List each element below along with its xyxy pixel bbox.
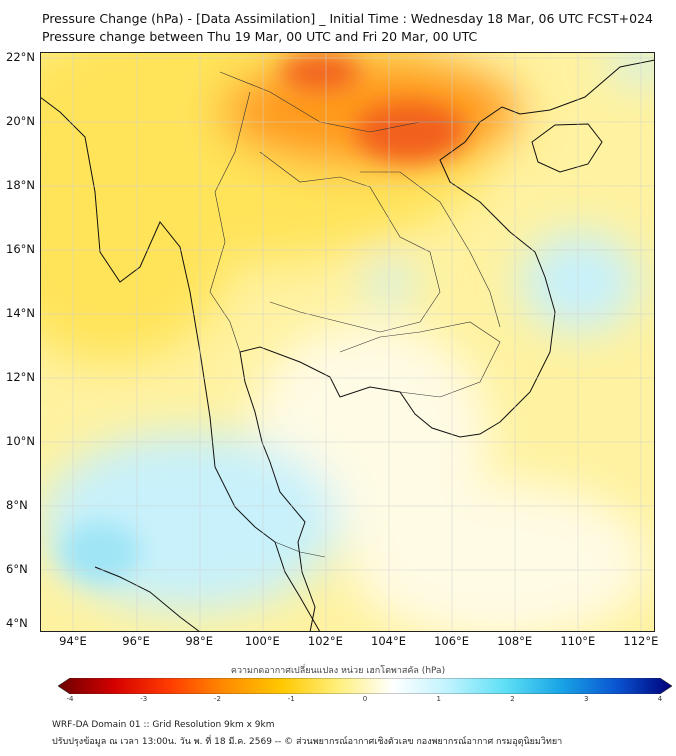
lon-label: 96°E [122,634,150,648]
deep-orange-core [355,102,465,162]
border-myanmar-thai [209,91,251,353]
lat-label: 12°N [6,370,35,384]
colorbar-tick-label: -4 [66,695,74,703]
colorbar [58,678,672,694]
border-thai-malaysia [274,541,326,558]
lon-label: 108°E [497,634,533,648]
colorbar-tick-label: 2 [510,695,515,703]
border-laos-vietnam [360,171,501,328]
lat-label: 8°N [6,498,28,512]
colorbar-strip [58,678,672,694]
colorbar-tick-label: -1 [287,695,295,703]
colorbar-title: ความกดอากาศเปลี่ยนแปลง หน่วย เฮกโตพาสคัล… [230,666,446,676]
cyan-field-south [40,432,340,612]
lat-label: 14°N [6,306,35,320]
map-subtitle: Pressure change between Thu 19 Mar, 00 U… [42,29,478,44]
colorbar-tick-label: -2 [214,695,221,703]
lat-label: 20°N [6,114,35,128]
colorbar-tick-label: 0 [362,695,368,703]
lon-label: 112°E [623,634,659,648]
lon-label: 94°E [59,634,87,648]
lon-label: 98°E [185,634,214,648]
coastline-gulf-east [339,106,556,438]
lon-label: 102°E [307,634,343,648]
colorbar-tick-label: 4 [657,695,663,703]
pale-field-southeast [350,482,650,632]
colorbar-tick-label: 1 [436,695,441,703]
lat-label: 18°N [6,178,35,192]
lat-label: 10°N [6,434,35,448]
graticule [40,52,655,632]
border-thai-laos [259,151,441,333]
yellow-field-west [40,142,230,362]
coastline-sumatra-tip [94,566,201,632]
borders [209,71,501,558]
map-border [40,52,655,632]
lon-label: 110°E [560,634,596,648]
pressure-change-map [40,52,655,632]
cyan-field-corner [610,52,655,82]
credit-line: ปรับปรุงข้อมูล ณ เวลา 13:00น. วัน พ. ที่… [52,737,563,747]
cyan-field-gulf [365,262,415,302]
map-title: Pressure Change (hPa) - [Data Assimilati… [42,11,654,26]
cyan-field-east [520,232,640,332]
colorbar-tick-label: -3 [140,695,148,703]
lat-label: 4°N [6,616,28,630]
border-cambodia [339,321,501,398]
cyan-core-andaman [60,522,140,582]
lat-label: 6°N [6,562,28,576]
colorbar-tick-label: 3 [584,695,589,703]
lon-label: 104°E [371,634,406,648]
coastline-china-south [519,59,655,115]
lon-label: 106°E [434,634,470,648]
lon-label: 100°E [244,634,280,648]
model-info: WRF-DA Domain 01 :: Grid Resolution 9km … [52,720,275,730]
lat-label: 22°N [6,50,35,64]
deep-orange-north [280,54,360,90]
lat-label: 16°N [6,242,35,256]
coastline-hainan [531,123,603,173]
